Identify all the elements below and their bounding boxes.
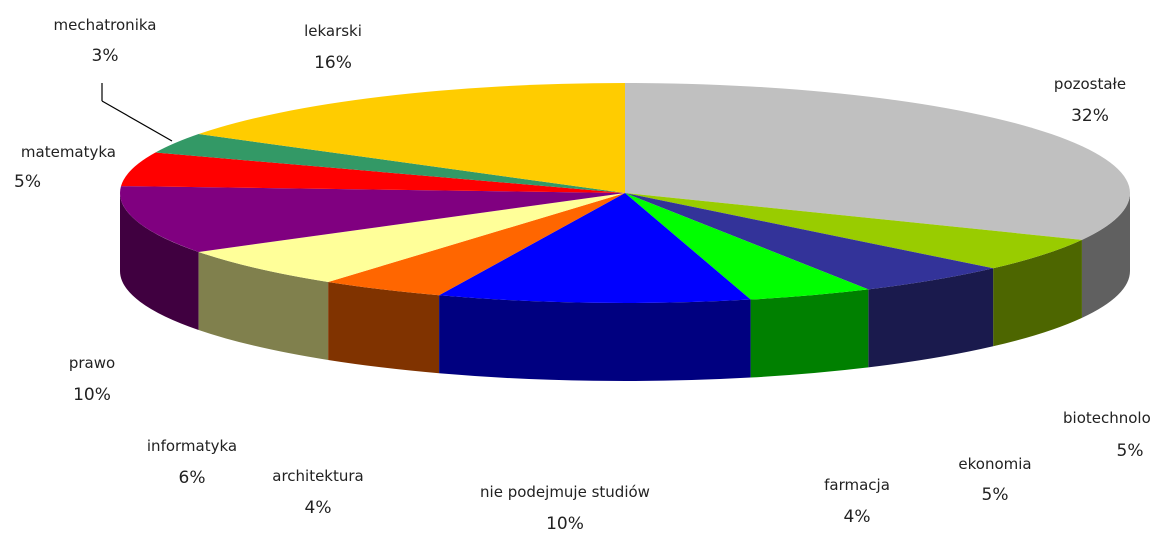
pct-nie-podejmuje: 10% [546,514,584,534]
pct-informatyka: 6% [179,468,206,488]
pct-prawo: 10% [73,385,111,405]
side-farmacja [750,289,869,378]
pct-farmacja: 4% [844,507,871,527]
slice-lekarski [198,83,626,193]
label-mechatronika: mechatronika [54,16,157,34]
label-matematyka: matematyka [21,143,116,161]
slice-nie-podejmuje-studi-w [439,193,751,304]
slice-prawo [120,186,626,252]
side-nie-podejmuje-studi-w [439,295,751,381]
pct-architektura: 4% [305,498,332,518]
label-lekarski: lekarski [304,22,362,40]
label-nie-podejmuje: nie podejmuje studiów [480,483,650,501]
label-ekonomia: ekonomia [958,455,1031,473]
pie-sides [120,193,1130,381]
slice-matematyka [120,152,625,193]
slice-pozosta-e [625,83,1130,240]
label-biotechnolo: biotechnolo [1063,409,1151,427]
slice-architektura [328,193,625,296]
side-biotechnolo [993,239,1082,347]
label-architektura: architektura [272,467,364,485]
label-pozostale: pozostałe [1054,75,1126,93]
pct-lekarski: 16% [314,53,352,73]
slice-mechatronika [155,134,625,193]
pct-mechatronika: 3% [92,46,119,66]
slice-informatyka [198,193,626,282]
slice-farmacja [625,193,869,300]
pct-pozostale: 32% [1071,106,1109,126]
pie-slices [120,83,1130,304]
side-prawo [120,193,199,330]
slice-biotechnolo [625,193,1082,269]
side-informatyka [198,251,329,360]
side-pozosta-e [1081,193,1130,318]
pct-biotechnolo: 5% [1117,441,1144,461]
pct-ekonomia: 5% [982,485,1009,505]
mechatronika-leader-line-diagonal [101,100,173,142]
slice-ekonomia [625,193,994,290]
pct-matematyka: 5% [14,172,41,192]
label-farmacja: farmacja [824,476,890,494]
label-prawo: prawo [69,354,115,372]
side-ekonomia [868,268,994,368]
label-informatyka: informatyka [147,437,237,455]
side-architektura [328,281,440,374]
